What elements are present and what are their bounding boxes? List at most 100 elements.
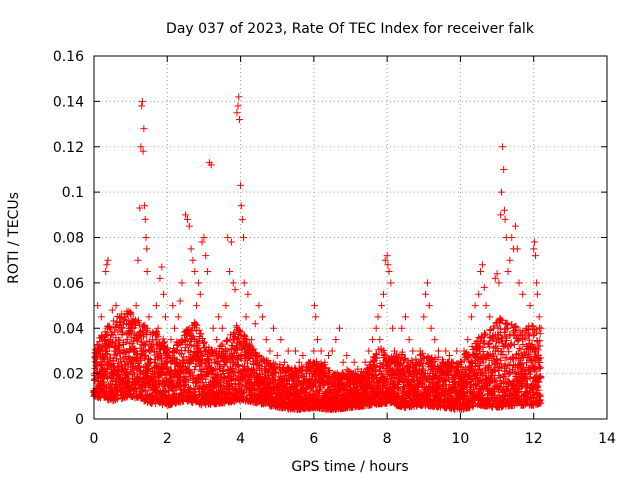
data-point: [105, 343, 113, 351]
data-point: [153, 331, 161, 339]
data-point: [212, 365, 220, 373]
data-points: [90, 93, 545, 414]
data-point: [250, 389, 258, 397]
data-point: [140, 322, 148, 330]
data-point: [399, 364, 407, 372]
data-point: [244, 364, 252, 372]
data-point: [185, 341, 193, 349]
data-point: [315, 386, 323, 394]
data-point: [230, 329, 238, 337]
data-point: [96, 392, 104, 400]
data-point: [312, 383, 320, 391]
data-point: [220, 362, 228, 370]
data-point: [253, 353, 261, 361]
data-point: [242, 335, 250, 343]
data-point: [228, 376, 236, 384]
data-point: [186, 360, 194, 368]
data-point: [197, 330, 205, 338]
data-point: [119, 328, 127, 336]
data-point: [130, 371, 138, 379]
data-point: [162, 358, 170, 366]
data-point: [141, 387, 149, 395]
data-point: [223, 336, 231, 344]
data-point: [97, 361, 105, 369]
data-point: [401, 371, 409, 379]
data-point: [116, 314, 124, 322]
data-point: [195, 326, 203, 334]
data-point: [112, 322, 120, 330]
data-point: [248, 370, 256, 378]
data-point: [503, 354, 511, 362]
data-point: [419, 380, 427, 388]
data-point: [229, 364, 237, 372]
data-point: [189, 332, 197, 340]
data-point: [326, 367, 334, 375]
data-point: [210, 366, 218, 374]
data-point: [269, 359, 277, 367]
data-point: [246, 340, 254, 348]
data-point: [395, 378, 403, 386]
data-point: [106, 361, 114, 369]
data-point: [181, 336, 189, 344]
data-point: [393, 354, 401, 362]
data-point: [236, 328, 244, 336]
data-point: [116, 336, 124, 344]
data-point: [165, 392, 173, 400]
data-point: [320, 364, 328, 372]
data-point: [137, 357, 145, 365]
data-point: [394, 375, 402, 383]
data-point: [218, 340, 226, 348]
data-point: [105, 323, 113, 331]
data-point: [496, 373, 504, 381]
data-point: [157, 356, 165, 364]
data-point: [246, 373, 254, 381]
data-point: [135, 320, 143, 328]
data-point: [192, 321, 200, 329]
data-point: [244, 359, 252, 367]
data-point: [373, 351, 381, 359]
data-point: [145, 359, 153, 367]
data-point: [419, 354, 427, 362]
data-point: [160, 338, 168, 346]
chart-title: Day 037 of 2023, Rate Of TEC Index for r…: [166, 21, 535, 37]
data-point: [141, 341, 149, 349]
data-point: [104, 350, 112, 358]
data-point: [196, 378, 204, 386]
data-point: [134, 316, 142, 324]
data-point: [117, 358, 125, 366]
data-point: [120, 316, 128, 324]
data-point: [400, 356, 408, 364]
data-point: [213, 370, 221, 378]
data-point: [107, 325, 115, 333]
data-point: [263, 367, 271, 375]
data-point: [234, 361, 242, 369]
data-point: [272, 368, 280, 376]
data-point: [222, 337, 230, 345]
data-point: [216, 363, 224, 371]
data-point: [238, 383, 246, 391]
data-point: [383, 375, 391, 383]
data-point: [233, 362, 241, 370]
data-point: [239, 389, 247, 397]
data-point: [115, 371, 123, 379]
data-point: [110, 317, 118, 325]
data-point: [234, 346, 242, 354]
data-point: [154, 333, 162, 341]
data-point: [122, 348, 130, 356]
data-point: [107, 373, 115, 381]
data-point: [190, 366, 198, 374]
data-point: [319, 369, 327, 377]
data-point: [226, 331, 234, 339]
data-point: [232, 322, 240, 330]
data-point: [141, 380, 149, 388]
data-point: [228, 354, 236, 362]
data-point: [186, 384, 194, 392]
data-point: [328, 390, 336, 398]
data-point: [201, 338, 209, 346]
data-point: [199, 339, 207, 347]
data-point: [143, 326, 151, 334]
data-point: [110, 372, 118, 380]
data-point: [298, 363, 306, 371]
data-point: [205, 353, 213, 361]
